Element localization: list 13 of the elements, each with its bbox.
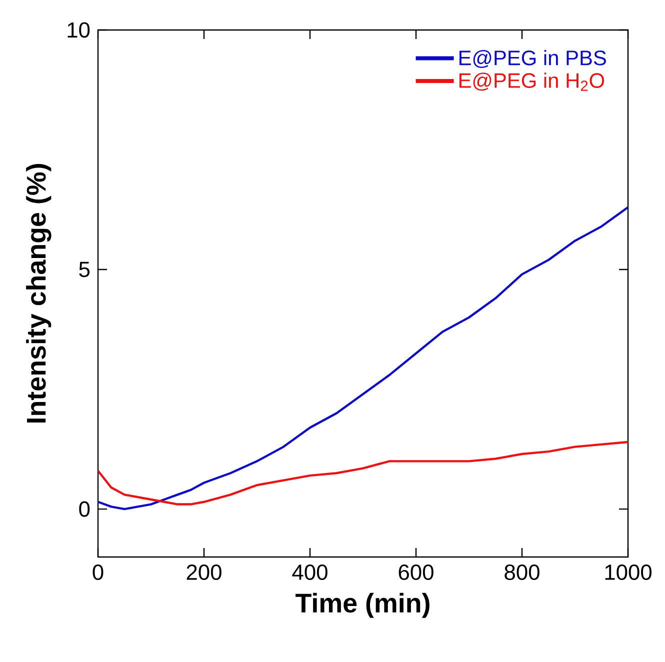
y-tick-label: 10 xyxy=(68,22,90,38)
legend-label: E@PEG in H$_{2}$O xyxy=(460,72,604,91)
x-tick-label: 600 xyxy=(398,564,434,580)
x-tick-label: 800 xyxy=(504,564,540,580)
y-tick-label: 5 xyxy=(79,262,90,278)
x-tick-label: 400 xyxy=(292,564,328,580)
x-axis-title: Time (min) xyxy=(296,592,430,618)
x-tick-label: 200 xyxy=(186,564,222,580)
x-tick-label: 1000 xyxy=(605,564,652,580)
x-tick-label: 0 xyxy=(92,564,104,580)
y-axis-title: Intensity change (%) xyxy=(26,164,52,422)
legend-label: E@PEG in PBS xyxy=(460,50,606,68)
y-tick-label: 0 xyxy=(79,501,90,517)
